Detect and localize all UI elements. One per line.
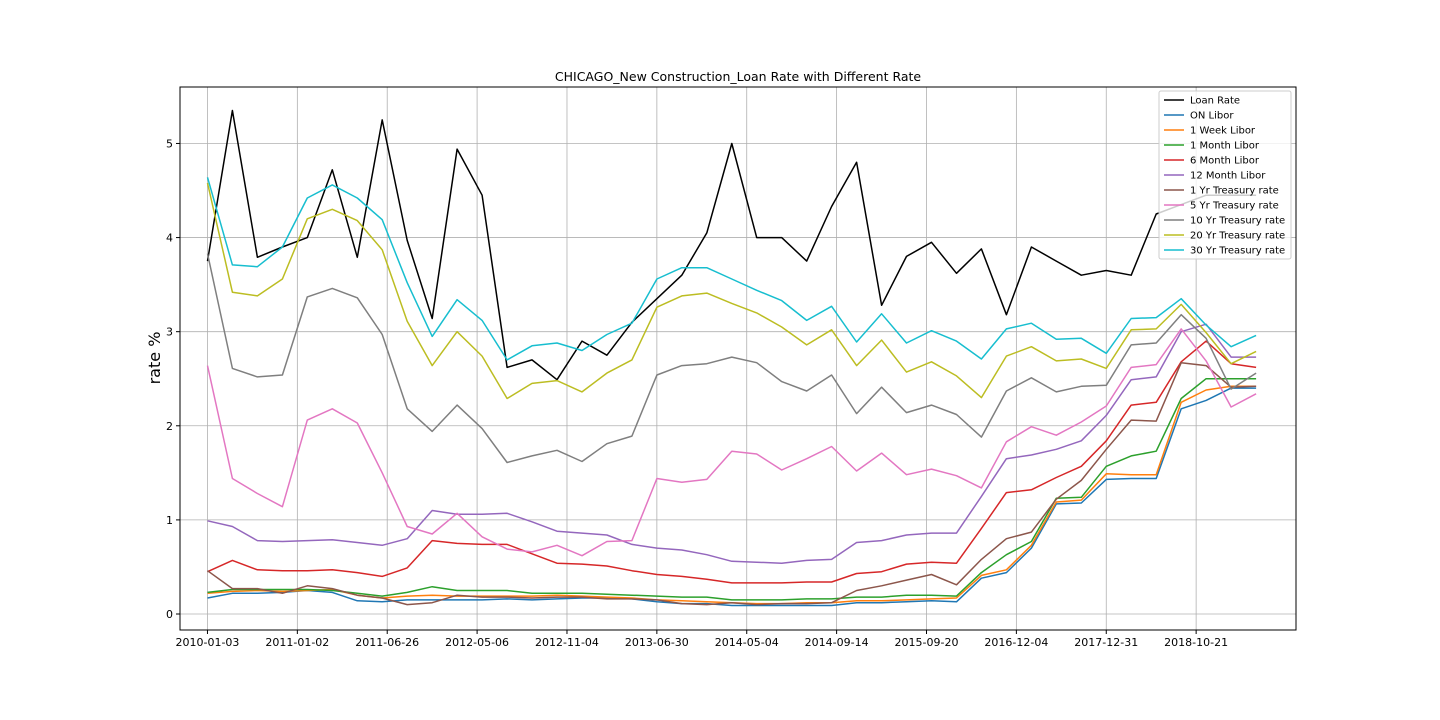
legend-label: 20 Yr Treasury rate [1190,231,1285,242]
legend-label: Loan Rate [1190,96,1240,107]
legend-label: 5 Yr Treasury rate [1190,201,1279,212]
legend-label: 1 Month Libor [1190,141,1260,152]
legend-label: 12 Month Libor [1190,171,1266,182]
legend-label: 1 Week Libor [1190,126,1256,137]
legend: Loan Rate ON Libor 1 Week Libor 1 Month Lib… [1158,90,1292,260]
x-tick-label: 2016-12-04 [984,636,1048,649]
series-line [206,253,1257,464]
y-tick-label: 1 [166,514,173,527]
x-tick-label: 2012-11-04 [535,636,599,649]
chart-title: CHICAGO_New Construction_Loan Rate with … [555,69,922,84]
series-line [206,328,1257,557]
series-line [206,182,1257,400]
y-axis-label: rate % [145,332,164,385]
x-tick-label: 2014-05-04 [715,636,779,649]
x-tick-label: 2018-10-21 [1164,636,1228,649]
y-tick-label: 0 [166,608,173,621]
series-line [207,377,1257,601]
series-line [207,340,1257,584]
y-axis: 0 1 2 3 4 5 [166,137,180,621]
y-tick-label: 4 [166,232,173,245]
legend-label: 10 Yr Treasury rate [1190,216,1285,227]
legend-label: 6 Month Libor [1190,156,1260,167]
series-line [207,323,1257,564]
series-line [207,361,1257,606]
x-tick-label: 2014-09-14 [805,636,869,649]
x-tick-label: 2017-12-31 [1074,636,1138,649]
legend-box [1158,90,1292,260]
x-tick-label: 2011-06-26 [355,636,419,649]
series-line [207,387,1257,607]
series-line [206,177,1257,361]
series-line [206,109,1257,381]
x-tick-label: 2015-09-20 [895,636,959,649]
legend-label: 30 Yr Treasury rate [1190,246,1285,257]
y-tick-label: 2 [166,420,173,433]
x-tick-label: 2011-01-02 [265,636,329,649]
legend-label: ON Libor [1190,111,1234,122]
x-axis: 2010-01-03 2011-01-02 2011-06-26 2012-05-06… [175,630,1228,649]
y-tick-label: 5 [166,137,173,150]
series-lines [206,109,1257,607]
legend-label: 1 Yr Treasury rate [1190,186,1279,197]
y-tick-label: 3 [166,326,173,339]
x-tick-label: 2010-01-03 [175,636,239,649]
x-tick-label: 2012-05-06 [445,636,509,649]
x-tick-label: 2013-06-30 [625,636,689,649]
plot-frame [179,86,1297,631]
grid [180,87,1296,630]
